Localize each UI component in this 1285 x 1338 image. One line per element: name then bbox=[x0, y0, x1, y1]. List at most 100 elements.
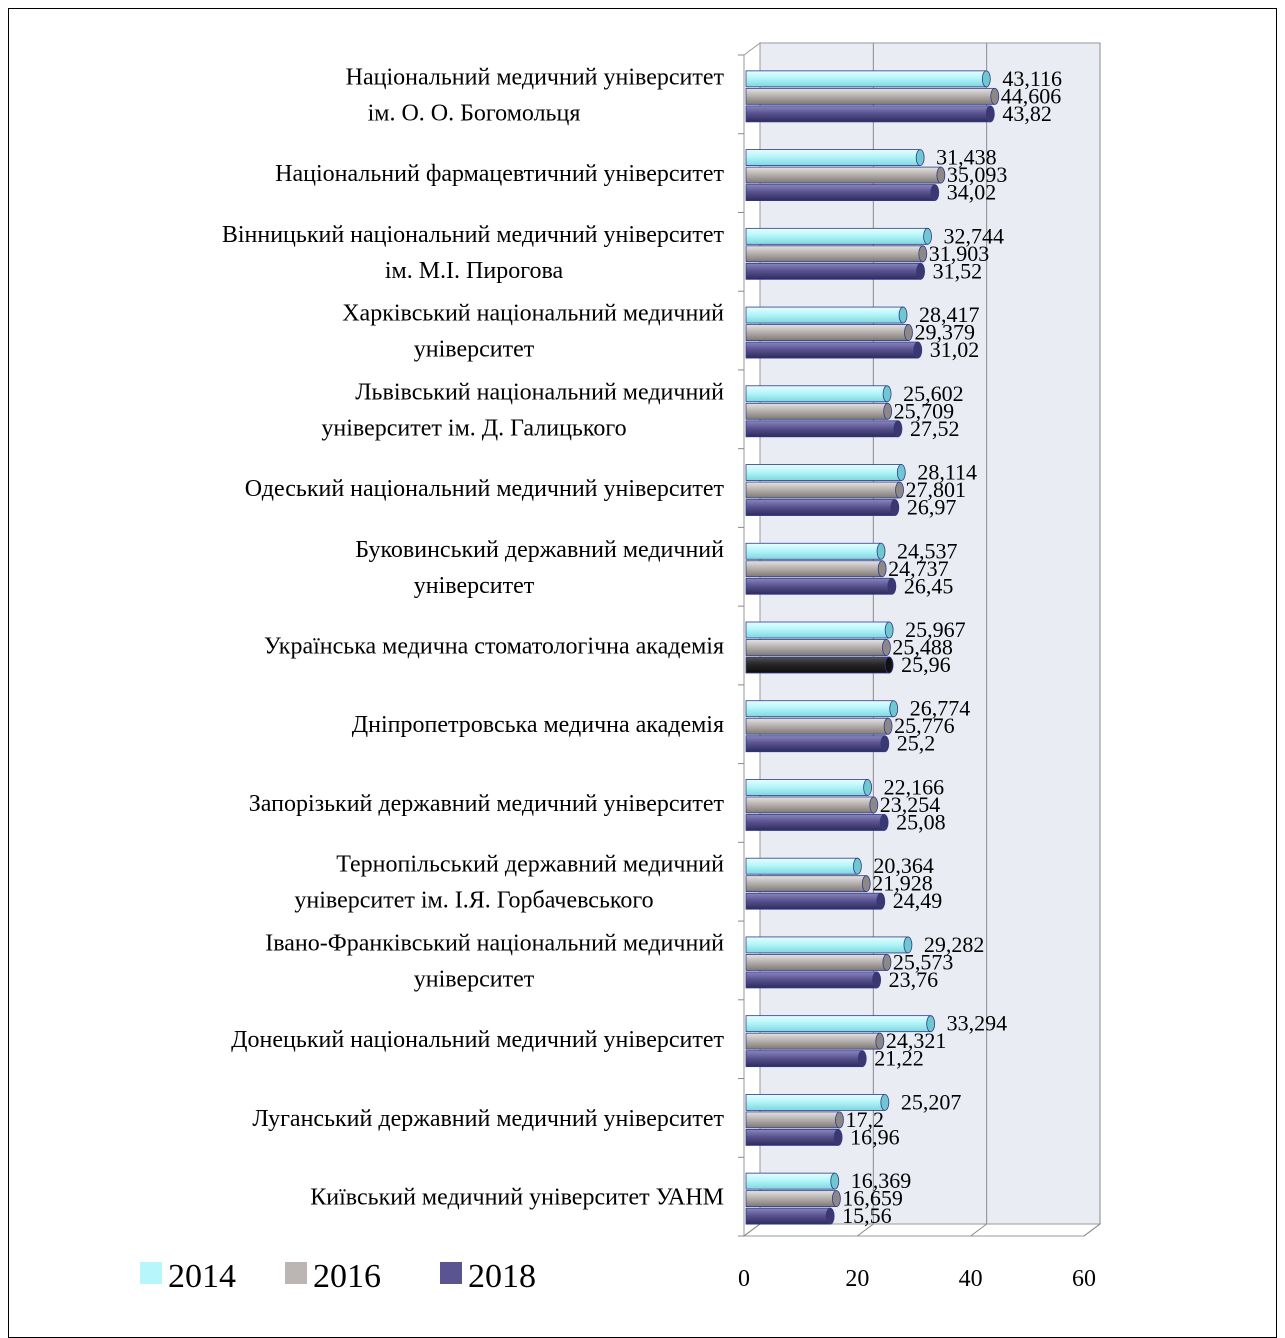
bar-cap bbox=[883, 717, 893, 735]
bar-cap bbox=[879, 814, 889, 831]
bar-2018 bbox=[745, 735, 886, 753]
value-label: 25,488 bbox=[892, 635, 953, 660]
legend-swatch-2018 bbox=[440, 1262, 462, 1284]
value-label: 25,08 bbox=[896, 809, 946, 834]
category-label: Івано-Франківський національний медичний bbox=[265, 930, 724, 956]
category-label: Дніпропетровська медична академія bbox=[352, 712, 724, 738]
value-label: 28,417 bbox=[919, 302, 980, 327]
category-label: Харківський національний медичний bbox=[342, 301, 724, 327]
bar-2016 bbox=[745, 1032, 881, 1050]
value-label: 44,606 bbox=[1001, 83, 1062, 108]
bar-cap bbox=[877, 560, 887, 578]
x-tick-label: 60 bbox=[1072, 1266, 1096, 1292]
value-label: 43,116 bbox=[1002, 66, 1062, 91]
bar-cap bbox=[880, 1094, 890, 1111]
bar-cap bbox=[835, 1111, 844, 1129]
bar-2014 bbox=[745, 306, 904, 324]
bar-2016 bbox=[745, 796, 875, 814]
value-label: 25,96 bbox=[901, 652, 951, 677]
category-labels: Національний медичний університет ім. О. … bbox=[222, 64, 725, 1210]
value-label: 26,774 bbox=[910, 696, 971, 721]
value-label: 20,364 bbox=[873, 853, 934, 878]
bar-cap bbox=[833, 1129, 843, 1146]
category-label: Вінницький національний медичний універс… bbox=[222, 222, 725, 248]
category-label: університет ім. Д. Галицького bbox=[321, 415, 626, 441]
bar-2016 bbox=[745, 166, 942, 184]
category-label: Українська медична стоматологічна академ… bbox=[264, 634, 724, 660]
value-label: 24,321 bbox=[886, 1028, 947, 1053]
bar-2014 bbox=[745, 385, 888, 403]
bar-2018 bbox=[745, 971, 878, 989]
bar-2018 bbox=[745, 105, 991, 123]
value-label: 17,2 bbox=[845, 1107, 884, 1132]
floor-gridline bbox=[857, 1223, 874, 1237]
value-label: 27,801 bbox=[906, 477, 967, 502]
bar-cap bbox=[926, 1015, 936, 1033]
value-label: 25,2 bbox=[897, 731, 936, 756]
bar-cap bbox=[852, 857, 862, 875]
category-label: ім. М.І. Пирогова bbox=[385, 258, 564, 284]
bar-cap bbox=[990, 87, 1000, 105]
value-label: 23,76 bbox=[889, 967, 939, 992]
legend-label-2014: 2014 bbox=[168, 1258, 236, 1295]
category-label: Тернопільський державний медичний bbox=[336, 852, 724, 878]
bar-cap bbox=[985, 105, 995, 123]
bar-2018 bbox=[745, 184, 936, 202]
value-label: 25,776 bbox=[894, 713, 955, 738]
floor-gridline bbox=[743, 1223, 761, 1237]
category-label: університет bbox=[414, 966, 535, 992]
bar-2014 bbox=[745, 779, 869, 796]
value-label: 31,903 bbox=[929, 241, 990, 266]
bars bbox=[745, 70, 1000, 1225]
legend-label-2016: 2016 bbox=[313, 1258, 381, 1295]
category-label: Національний медичний університет bbox=[346, 64, 725, 90]
floor-gridline bbox=[970, 1223, 987, 1237]
bar-cap bbox=[981, 70, 991, 88]
value-label: 21,22 bbox=[874, 1046, 924, 1071]
bar-cap bbox=[869, 796, 879, 814]
bar-cap bbox=[875, 1032, 885, 1050]
bar-2018 bbox=[745, 420, 899, 438]
bar-2018 bbox=[745, 814, 885, 831]
value-label: 26,97 bbox=[907, 495, 957, 520]
value-label: 24,49 bbox=[893, 888, 943, 913]
bar-2014 bbox=[745, 70, 987, 88]
bar-2018 bbox=[745, 1050, 863, 1068]
bar-2016 bbox=[745, 560, 883, 578]
x-tick-label: 0 bbox=[738, 1266, 750, 1292]
value-label: 35,093 bbox=[947, 162, 1008, 187]
value-label: 25,207 bbox=[901, 1089, 962, 1114]
legend-swatch-2014 bbox=[140, 1262, 162, 1284]
value-label: 15,56 bbox=[842, 1203, 892, 1228]
bar-cap bbox=[896, 464, 906, 481]
bar-2018 bbox=[745, 656, 890, 674]
bar-2016 bbox=[745, 717, 889, 735]
bar-2016 bbox=[745, 402, 889, 420]
bar-cap bbox=[861, 875, 871, 893]
value-label: 22,166 bbox=[884, 774, 945, 799]
bar-2018 bbox=[745, 1129, 839, 1146]
category-label: університет bbox=[414, 573, 535, 599]
bar-2018 bbox=[745, 262, 922, 280]
category-label: Донецький національний медичний універси… bbox=[231, 1027, 724, 1053]
bar-cap bbox=[903, 936, 913, 954]
bar-cap bbox=[857, 1050, 867, 1068]
bar-cap bbox=[832, 1190, 841, 1208]
bar-2016 bbox=[745, 1111, 840, 1129]
category-label: університет ім. І.Я. Горбачевського bbox=[294, 888, 653, 914]
category-label: Луганський державний медичний університе… bbox=[252, 1106, 724, 1132]
value-label: 25,967 bbox=[905, 617, 966, 642]
bar-cap bbox=[883, 402, 893, 420]
bar-cap bbox=[882, 954, 892, 971]
bar-cap bbox=[872, 971, 882, 989]
bar-2016 bbox=[745, 87, 996, 105]
bar-2016 bbox=[745, 1190, 837, 1208]
x-tick-label: 40 bbox=[959, 1266, 983, 1292]
plot-floor bbox=[742, 1223, 1102, 1237]
value-label: 43,82 bbox=[1002, 101, 1052, 126]
category-label: ім. О. О. Богомольця bbox=[368, 100, 581, 126]
bar-2014 bbox=[745, 149, 921, 167]
bar-2014 bbox=[745, 857, 858, 875]
